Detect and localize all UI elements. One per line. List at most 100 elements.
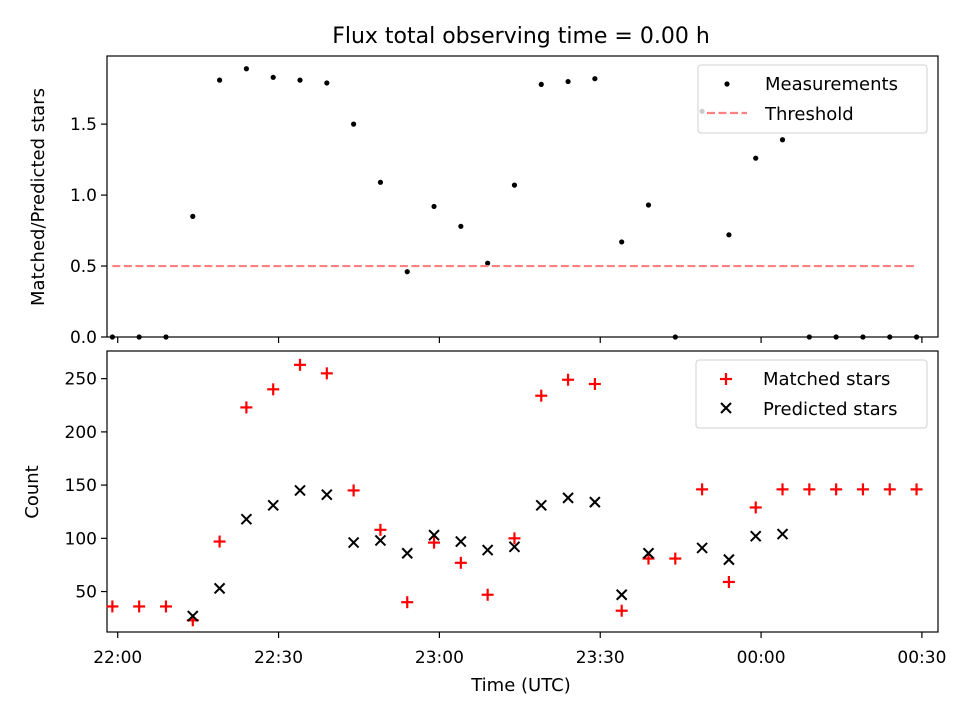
predicted-stars-point [696, 542, 708, 554]
predicted-stars-point [240, 513, 253, 525]
count-y-tick-label: 200 [65, 423, 97, 443]
ratio-y-tick-label: 0.5 [70, 257, 97, 277]
ratio-legend-box [697, 64, 928, 134]
matched-stars-point [267, 383, 280, 396]
matched-stars-point [669, 552, 682, 565]
x-tick-label: 22:30 [254, 648, 303, 668]
measurement-point [779, 137, 786, 143]
measurement-point [136, 334, 142, 340]
measurement-point [404, 269, 410, 275]
predicted-stars-point [213, 582, 226, 595]
x-tick-label: 00:00 [737, 648, 786, 668]
measurement-point [458, 223, 464, 229]
matched-stars-point [803, 483, 816, 496]
matched-stars-point [910, 483, 923, 496]
matched-stars-point [294, 358, 307, 371]
predicted-stars-point [776, 528, 789, 540]
measurement-point [485, 260, 491, 266]
matched-stars-point [722, 575, 735, 588]
ratio-y-tick-label: 1.5 [70, 115, 97, 135]
predicted-stars-point [428, 529, 440, 541]
count-plot-frame [106, 350, 939, 633]
predicted-stars-point [187, 610, 199, 622]
chart-title: Flux total observing time = 0.00 h [332, 24, 710, 49]
measurement-point [243, 66, 249, 72]
matched-stars-point [347, 484, 360, 497]
matched-stars-point [481, 588, 494, 601]
matched-stars-point [535, 389, 548, 402]
measurement-point [538, 81, 544, 87]
count-legend: Matched stars Predicted stars [695, 359, 928, 429]
matched-stars-point [159, 600, 172, 613]
predicted-stars-point [347, 536, 360, 549]
x-axis-label: Time (UTC) [470, 675, 571, 696]
predicted-stars-point [535, 499, 547, 512]
measurement-point [753, 155, 759, 161]
count-panel: 50 100 150 200 250 22:00 22:30 23:00 23:30 00:00 0… [22, 350, 946, 696]
measurement-point [672, 334, 678, 340]
matched-stars-point [454, 556, 467, 569]
threshold-legend-label: Threshold [764, 104, 854, 125]
matched-legend-marker [720, 373, 732, 385]
measurement-point [324, 80, 330, 86]
predicted-legend-label: Predicted stars [763, 399, 897, 420]
matched-stars-point [588, 377, 601, 390]
measurement-point [351, 121, 357, 127]
measurement-point [377, 179, 384, 185]
ratio-legend: Measurements Threshold [697, 64, 928, 134]
ratio-panel: 0.0 0.5 1.0 1.5 Matched/Predicted stars Mea… [28, 55, 939, 348]
matched-stars-point [830, 483, 843, 496]
measurements-legend-label: Measurements [765, 74, 898, 95]
matched-stars-point [320, 367, 333, 380]
matched-stars-point [133, 600, 146, 613]
measurement-point [297, 77, 303, 83]
predicted-stars-point [294, 484, 306, 497]
matched-stars-point [401, 596, 414, 609]
predicted-stars-point [562, 492, 574, 504]
x-tick-label: 00:30 [897, 648, 946, 668]
predicted-stars-point [589, 496, 601, 508]
matched-stars-point [749, 501, 762, 514]
matched-stars-point [106, 600, 119, 613]
measurement-point [511, 182, 518, 188]
matched-stars-point [428, 536, 441, 549]
count-y-label: Count [22, 465, 43, 518]
predicted-stars-point [401, 547, 413, 559]
measurement-point [806, 334, 812, 340]
matched-stars-point [213, 535, 226, 548]
measurement-point [565, 78, 571, 85]
matched-stars-point [240, 401, 253, 414]
predicted-stars-point [267, 499, 279, 512]
predicted-stars-point [374, 534, 387, 547]
x-tick-label: 23:00 [415, 648, 464, 668]
measurement-point [216, 77, 223, 83]
measurement-point [726, 232, 732, 238]
count-y-tick-label: 100 [65, 529, 97, 549]
measurements-legend-marker [724, 81, 730, 87]
measurement-point [833, 334, 839, 340]
predicted-stars-point [615, 589, 628, 601]
matched-stars-point [696, 483, 709, 496]
matched-stars-point [883, 483, 896, 496]
ratio-y-tick-label: 1.0 [70, 186, 97, 206]
measurement-point [913, 334, 920, 340]
ratio-y-label: Matched/Predicted stars [28, 88, 49, 306]
predicted-stars-point [481, 544, 494, 556]
count-y-tick-label: 250 [65, 370, 97, 390]
predicted-stars-point [321, 488, 333, 501]
measurement-point [645, 202, 652, 208]
predicted-stars-point [750, 530, 762, 542]
x-tick-label: 22:00 [93, 648, 142, 668]
predicted-stars-point [642, 547, 655, 559]
predicted-stars-point [455, 535, 467, 548]
matched-stars-point [776, 483, 789, 496]
measurement-point [619, 239, 625, 245]
matched-stars-point [374, 523, 387, 536]
count-y-tick-label: 150 [65, 476, 97, 496]
measurement-point [592, 76, 598, 82]
ratio-y-tick-label: 0.0 [70, 328, 97, 348]
matched-stars-point [562, 373, 575, 386]
matched-stars-point [615, 604, 628, 617]
measurement-point [887, 334, 893, 340]
matched-legend-label: Matched stars [763, 369, 890, 390]
